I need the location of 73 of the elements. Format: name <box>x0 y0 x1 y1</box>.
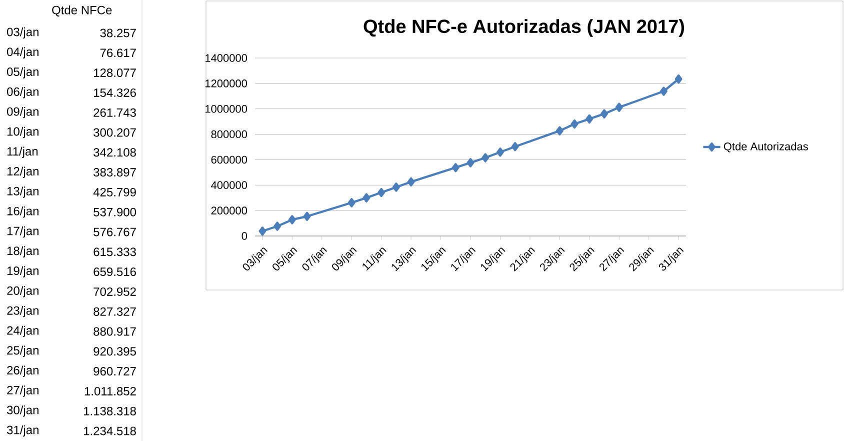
point <box>452 163 460 172</box>
legend-label: Qtde Autorizadas <box>724 142 808 152</box>
category-label: 03/jan <box>7 27 38 39</box>
point <box>258 226 266 236</box>
text: 261.743 <box>94 108 136 117</box>
category-label: 05/jan <box>7 67 38 78</box>
point <box>378 188 386 198</box>
category-label: 06/jan <box>7 87 38 98</box>
category-label: 20/jan <box>7 286 38 298</box>
category-label: 13/jan <box>7 186 38 198</box>
category-label: 11/jan <box>7 146 38 158</box>
text: 615.333 <box>94 248 136 256</box>
text: 38.257 <box>100 28 136 38</box>
point <box>615 102 623 112</box>
text: 1.011.852 <box>84 386 136 396</box>
point <box>466 158 474 168</box>
category-label: 30/jan <box>7 406 38 417</box>
category-label: 17/jan <box>7 226 38 238</box>
text: 920.395 <box>94 347 136 356</box>
category-label: 25/jan <box>7 346 38 357</box>
category-label: 23/jan <box>7 306 38 318</box>
point <box>674 74 682 84</box>
point <box>407 177 415 186</box>
text: 960.727 <box>94 367 136 376</box>
point <box>660 86 668 96</box>
text: 576.767 <box>94 228 136 236</box>
text: Qtde NFCe <box>52 6 112 16</box>
text: 154.326 <box>94 88 136 97</box>
text: 537.900 <box>94 208 136 216</box>
text: 659.516 <box>94 268 136 276</box>
point <box>556 126 564 136</box>
point <box>586 114 594 124</box>
category-label: 16/jan <box>7 206 38 218</box>
y-tick-label: 0 <box>242 232 248 240</box>
y-tick-label: 600000 <box>211 156 248 164</box>
point <box>392 182 400 192</box>
point <box>496 148 504 157</box>
point <box>303 212 311 221</box>
text: 300.207 <box>94 128 136 137</box>
point <box>288 215 296 224</box>
y-tick-label: 1400000 <box>205 54 248 62</box>
category-label: 12/jan <box>7 166 38 178</box>
text: 1.234.518 <box>84 426 136 436</box>
category-label: 09/jan <box>7 107 38 118</box>
category-label: 18/jan <box>7 246 38 258</box>
text: 1.138.318 <box>84 406 136 416</box>
point <box>511 142 519 152</box>
chart-title: Qtde NFC-e Autorizadas (JAN 2017) <box>364 19 684 37</box>
y-tick-label: 800000 <box>211 130 248 138</box>
text: 342.108 <box>94 148 136 157</box>
y-tick-label: 400000 <box>211 181 248 190</box>
y-tick-label: 1200000 <box>205 80 248 88</box>
point <box>570 119 578 129</box>
point <box>482 153 490 162</box>
category-label: 04/jan <box>7 47 38 58</box>
y-tick-label: 1000000 <box>205 104 248 113</box>
category-label: 24/jan <box>7 326 38 338</box>
category-label: 27/jan <box>7 386 38 397</box>
point <box>274 222 282 231</box>
y-tick-label: 200000 <box>211 206 248 214</box>
point <box>348 198 356 208</box>
text: 702.952 <box>94 287 136 296</box>
point <box>600 109 608 118</box>
text: 128.077 <box>94 68 136 78</box>
point <box>362 193 370 202</box>
category-label: 31/jan <box>7 425 38 437</box>
text: 827.327 <box>94 307 136 316</box>
text: 880.917 <box>94 327 136 336</box>
category-label: 10/jan <box>7 126 38 138</box>
text: 425.799 <box>93 188 136 196</box>
text: 383.897 <box>94 168 136 177</box>
category-label: 26/jan <box>7 366 38 377</box>
text: 76.617 <box>100 48 136 58</box>
